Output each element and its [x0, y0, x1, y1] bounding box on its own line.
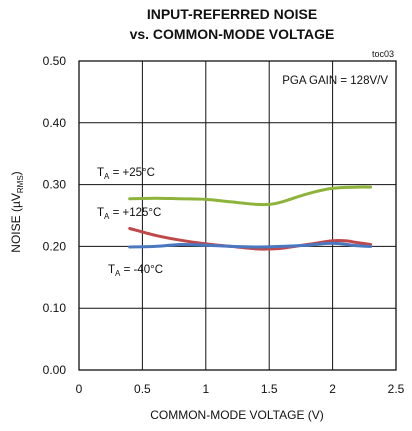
y-tick-label: 0.20: [43, 239, 67, 253]
x-tick-label: 1: [202, 382, 209, 396]
x-tick-label: 1.5: [261, 382, 278, 396]
y-axis-label-sub: RMS: [16, 175, 25, 193]
series-label-minus40c-sub: A: [115, 269, 121, 278]
x-tick-label: 0: [76, 382, 83, 396]
series-label-25c-rest: = +25°C: [109, 167, 155, 179]
chart-subtitle: vs. COMMON-MODE VOLTAGE: [130, 26, 335, 42]
y-tick-label: 0.40: [43, 116, 67, 130]
series-line-minus40c: [128, 241, 373, 249]
series-label-125c-sub: A: [104, 212, 110, 221]
series-label-minus40c-rest: = -40°C: [120, 264, 163, 276]
y-tick-label: 0.10: [43, 301, 67, 315]
figure-id: toc03: [372, 49, 394, 59]
series-label-125c-t: T: [97, 207, 104, 219]
x-tick-label: 2.5: [388, 382, 405, 396]
series-line-125c: [128, 227, 373, 251]
plot-frame: [78, 60, 397, 371]
series-lines: [128, 185, 373, 251]
chart-title: INPUT-REFERRED NOISE: [147, 6, 317, 22]
y-tick-label: 0.00: [43, 363, 67, 377]
gain-annotation: PGA GAIN = 128V/V: [282, 75, 388, 87]
y-tick-labels: 0.00 0.10 0.20 0.30 0.40 0.50: [43, 54, 67, 377]
series-line-25c: [128, 185, 373, 207]
series-label-minus40c-t: T: [108, 264, 115, 276]
y-axis-label-end: ): [9, 171, 23, 175]
series-label-minus40c: TA = -40°C: [108, 264, 163, 278]
x-tick-label: 2: [329, 382, 336, 396]
y-tick-label: 0.30: [43, 178, 67, 192]
series-label-25c-sub: A: [104, 172, 110, 181]
series-label-25c: TA = +25°C: [97, 167, 155, 181]
y-axis-label-main: NOISE (µV: [9, 193, 23, 253]
x-axis-label: COMMON-MODE VOLTAGE (V): [150, 408, 324, 422]
series-label-25c-t: T: [97, 167, 104, 179]
x-tick-label: 0.5: [134, 382, 151, 396]
y-tick-label: 0.50: [43, 54, 67, 68]
series-label-125c-rest: = +125°C: [109, 207, 161, 219]
series-label-125c: TA = +125°C: [97, 207, 161, 221]
x-tick-labels: 0 0.5 1 1.5 2 2.5: [76, 382, 405, 396]
y-axis-label: NOISE (µVRMS): [9, 171, 25, 252]
